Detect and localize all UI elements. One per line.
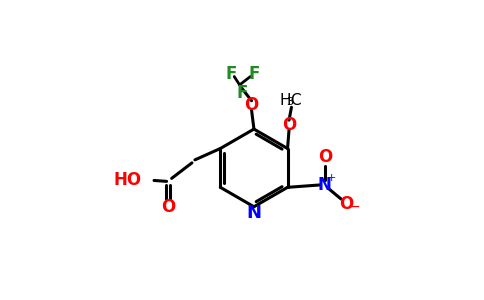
Text: O: O <box>161 198 175 216</box>
Text: F: F <box>248 64 259 82</box>
Text: F: F <box>226 64 237 82</box>
Text: O: O <box>318 148 332 166</box>
Text: N: N <box>318 176 332 194</box>
Text: F: F <box>236 84 248 102</box>
Text: O: O <box>244 96 258 114</box>
Text: −: − <box>348 200 360 214</box>
Text: +: + <box>327 173 336 183</box>
Text: H: H <box>280 93 291 108</box>
Text: 3: 3 <box>287 97 293 107</box>
Text: HO: HO <box>114 171 142 189</box>
Text: C: C <box>290 93 301 108</box>
Text: O: O <box>339 195 353 213</box>
Text: N: N <box>246 204 261 222</box>
Text: O: O <box>282 116 296 134</box>
